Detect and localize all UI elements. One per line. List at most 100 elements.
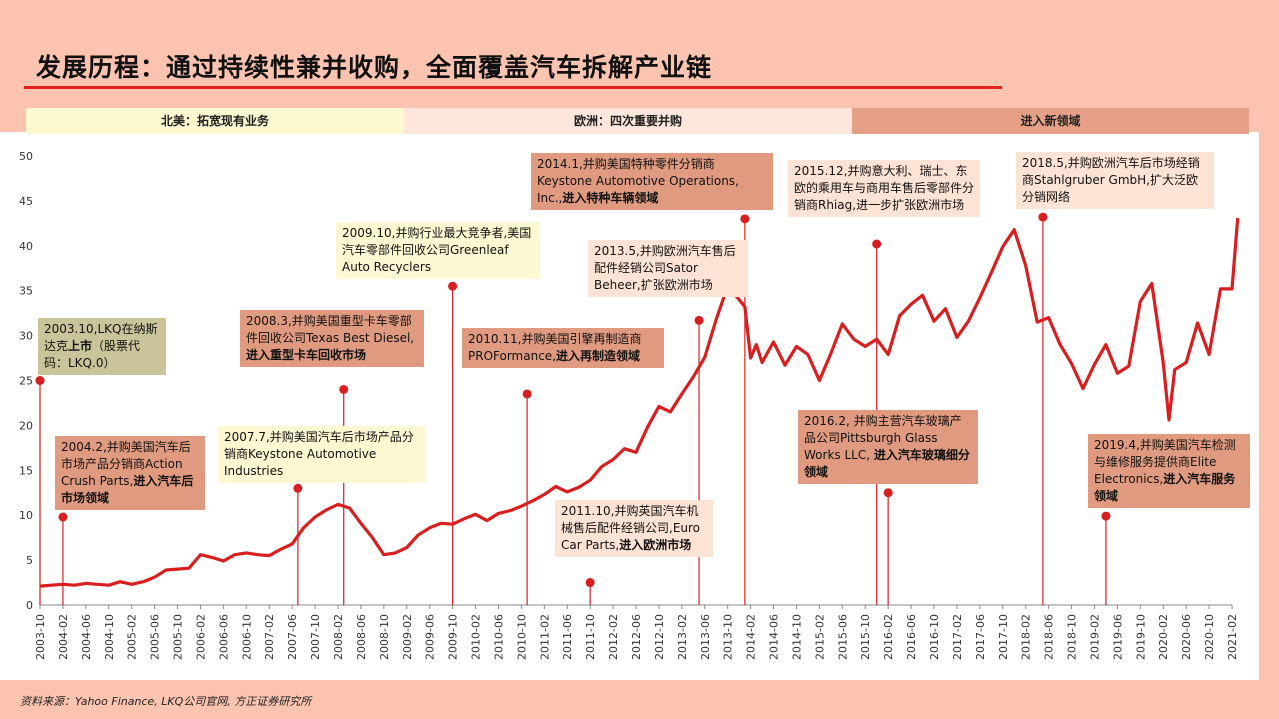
x-tick-label: 2010-10 xyxy=(515,614,528,660)
event-marker-dot xyxy=(883,488,893,498)
x-tick-label: 2005-06 xyxy=(149,614,162,660)
annotation-2011-10: 2011.10,并购英国汽车机械售后配件经销公司,Euro Car Parts,… xyxy=(555,500,713,557)
x-tick-label: 2006-06 xyxy=(217,614,230,660)
x-tick-label: 2020-10 xyxy=(1203,614,1216,660)
stock-price-chart: 0 5 10 15 20 25 30 35 40 45 50 2003-10 2004-02 2004-0… xyxy=(19,150,1240,660)
axes: 0 5 10 15 20 25 30 35 40 45 50 2003-10 2004-02 2004-0… xyxy=(19,150,1239,660)
annotation-text: 2019.4,并购美国汽车检测与维修服务提供商Elite Electronics… xyxy=(1094,438,1236,486)
x-tick-label: 2016-02 xyxy=(882,614,895,660)
event-marker-dot xyxy=(740,214,750,224)
series-line xyxy=(39,217,1240,588)
chart-panel xyxy=(0,132,1259,680)
annotation-highlight: 进入欧洲市场 xyxy=(619,538,692,552)
x-tick-label: 2011-06 xyxy=(561,614,574,660)
title-rule xyxy=(24,86,1002,89)
annotation-text: 2013.5,并购欧洲汽车售后配件经销公司Sator Beheer,扩张欧洲市场 xyxy=(594,244,736,292)
x-tick-label: 2003-10 xyxy=(34,614,47,660)
x-tick-label: 2004-06 xyxy=(80,614,93,660)
annotation-2018-05: 2018.5,并购欧洲汽车后市场经销商Stahlgruber GmbH,扩大泛欧… xyxy=(1016,152,1214,209)
x-tick-label: 2021-02 xyxy=(1226,614,1239,660)
annotation-highlight: 进入重型卡车回收市场 xyxy=(246,348,367,362)
x-tick-label: 2009-06 xyxy=(424,614,437,660)
annotation-highlight: 进入汽车玻璃细分领域 xyxy=(804,448,970,479)
x-tick-label: 2007-10 xyxy=(309,614,322,660)
event-marker-dot xyxy=(872,239,882,249)
event-marker-dot xyxy=(339,384,349,394)
event-marker-dot xyxy=(522,389,532,399)
annotation-2007-07: 2007.7,并购美国汽车后市场产品分销商Keystone Automotive… xyxy=(218,426,426,483)
y-tick-label: 15 xyxy=(19,464,33,477)
event-marker-dot xyxy=(448,281,458,291)
x-tick-label: 2017-06 xyxy=(974,614,987,660)
x-tick-label: 2015-02 xyxy=(813,614,826,660)
annotation-2003-10: 2003.10,LKQ在纳斯达克上市（股票代码：LKQ.0） xyxy=(38,318,166,375)
x-tick-label: 2009-10 xyxy=(447,614,460,660)
y-tick-label: 5 xyxy=(26,554,33,567)
annotation-highlight: 进入汽车服务领域 xyxy=(1094,472,1236,503)
y-tick-label: 45 xyxy=(19,195,33,208)
x-tick-label: 2018-02 xyxy=(1020,614,1033,660)
annotation-text: 2003.10,LKQ在纳斯达克 xyxy=(44,322,158,353)
y-tick-label: 50 xyxy=(19,150,33,163)
annotation-2004-02: 2004.2,并购美国汽车后市场产品分销商Action Crush Parts,… xyxy=(55,436,205,510)
y-tick-label: 40 xyxy=(19,240,33,253)
event-marker-dot xyxy=(293,483,303,493)
x-tick-label: 2017-02 xyxy=(951,614,964,660)
x-tick-label: 2005-10 xyxy=(172,614,185,660)
annotation-text: 2009.10,并购行业最大竞争者,美国汽车零部件回收公司Greenleaf A… xyxy=(342,226,532,274)
x-tick-label: 2017-10 xyxy=(997,614,1010,660)
x-tick-label: 2014-06 xyxy=(768,614,781,660)
x-tick-label: 2013-02 xyxy=(676,614,689,660)
annotation-2015-12: 2015.12,并购意大利、瑞士、东欧的乘用车与商用车售后零部件分销商Rhiag… xyxy=(788,160,980,217)
y-tick-label: 25 xyxy=(19,375,33,388)
x-tick-label: 2011-10 xyxy=(584,614,597,660)
annotation-text: 2015.12,并购意大利、瑞士、东欧的乘用车与商用车售后零部件分销商Rhiag… xyxy=(794,164,975,212)
x-tick-label: 2019-10 xyxy=(1134,614,1147,660)
page-title: 发展历程：通过持续性兼并收购，全面覆盖汽车拆解产业链 xyxy=(36,53,713,82)
x-tick-label: 2020-06 xyxy=(1180,614,1193,660)
phase-band-new-fields: 进入新领域 xyxy=(852,108,1249,134)
annotation-highlight: 上市 xyxy=(68,339,93,353)
x-tick-label: 2019-06 xyxy=(1111,614,1124,660)
event-marker-dot xyxy=(694,315,704,325)
x-tick-label: 2014-10 xyxy=(790,614,803,660)
x-tick-label: 2010-06 xyxy=(492,614,505,660)
x-tick-label: 2012-10 xyxy=(653,614,666,660)
x-tick-label: 2012-06 xyxy=(630,614,643,660)
x-tick-label: 2010-02 xyxy=(470,614,483,660)
event-marker-dot xyxy=(585,578,595,588)
annotation-text: 2014.1,并购美国特种零件分销商Keystone Automotive Op… xyxy=(537,157,739,205)
annotation-2013-05: 2013.5,并购欧洲汽车售后配件经销公司Sator Beheer,扩张欧洲市场 xyxy=(588,240,748,297)
event-marker-dot xyxy=(35,376,45,385)
x-tick-label: 2006-10 xyxy=(240,614,253,660)
annotation-2016-02: 2016.2, 并购主营汽车玻璃产品公司Pittsburgh Glass Wor… xyxy=(798,410,978,484)
y-tick-label: 20 xyxy=(19,419,33,432)
event-marker-dot xyxy=(1101,511,1111,521)
x-tick-label: 2018-06 xyxy=(1043,614,1056,660)
phase-band-europe: 欧洲：四次重要并购 xyxy=(404,108,852,134)
annotation-text: 2004.2,并购美国汽车后市场产品分销商Action Crush Parts, xyxy=(61,440,191,488)
y-tick-label: 10 xyxy=(19,509,33,522)
annotation-tail: （股票代码：LKQ.0） xyxy=(44,339,141,370)
annotation-text: 2007.7,并购美国汽车后市场产品分销商Keystone Automotive… xyxy=(224,430,414,478)
phase-band-north-america: 北美：拓宽现有业务 xyxy=(26,108,404,134)
annotation-2009-10: 2009.10,并购行业最大竞争者,美国汽车零部件回收公司Greenleaf A… xyxy=(336,222,540,279)
y-tick-label: 35 xyxy=(19,285,33,298)
x-tick-label: 2012-02 xyxy=(607,614,620,660)
x-tick-label: 2007-02 xyxy=(263,614,276,660)
source-note: 资料来源：Yahoo Finance, LKQ公司官网, 方正证券研究所 xyxy=(20,695,312,708)
annotation-text: 2008.3,并购美国重型卡车零部件回收公司Texas Best Diesel, xyxy=(246,314,415,345)
x-tick-label: 2005-02 xyxy=(126,614,139,660)
x-tick-label: 2013-10 xyxy=(722,614,735,660)
event-marker-dot xyxy=(1038,212,1048,222)
x-tick-label: 2019-02 xyxy=(1088,614,1101,660)
y-tick-label: 0 xyxy=(26,599,33,612)
x-tick-label: 2004-10 xyxy=(103,614,116,660)
x-tick-label: 2004-02 xyxy=(57,614,70,660)
annotation-2008-03: 2008.3,并购美国重型卡车零部件回收公司Texas Best Diesel,… xyxy=(240,310,424,367)
x-tick-label: 2007-06 xyxy=(286,614,299,660)
x-tick-label: 2011-02 xyxy=(538,614,551,660)
annotation-highlight: 进入特种车辆领域 xyxy=(562,191,659,205)
x-tick-label: 2008-10 xyxy=(378,614,391,660)
